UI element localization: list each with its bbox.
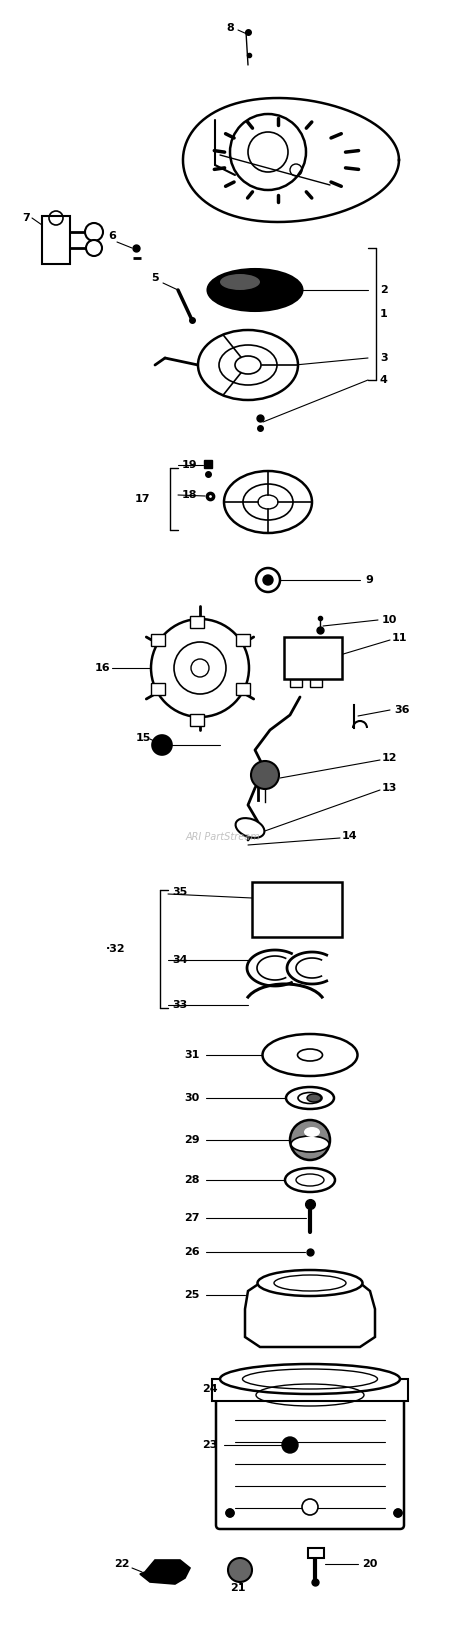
FancyBboxPatch shape <box>216 1389 404 1529</box>
Bar <box>252 882 342 938</box>
Bar <box>151 684 165 696</box>
Text: 11: 11 <box>392 634 408 644</box>
Text: 16: 16 <box>94 663 110 673</box>
Ellipse shape <box>220 275 260 289</box>
Text: 10: 10 <box>382 614 397 626</box>
Ellipse shape <box>296 1173 324 1186</box>
Ellipse shape <box>219 344 277 385</box>
Text: 36: 36 <box>394 705 410 715</box>
Bar <box>212 1380 408 1401</box>
Circle shape <box>251 760 279 790</box>
Bar <box>190 616 204 627</box>
Text: 35: 35 <box>172 887 187 897</box>
Text: 5: 5 <box>151 273 159 283</box>
Bar <box>236 634 250 647</box>
Circle shape <box>290 1120 330 1160</box>
Text: 26: 26 <box>184 1246 200 1258</box>
Circle shape <box>152 734 172 756</box>
Text: ARI PartStream: ARI PartStream <box>185 832 260 842</box>
Text: 6: 6 <box>108 231 116 240</box>
Ellipse shape <box>258 496 278 509</box>
Text: 30: 30 <box>185 1094 200 1103</box>
Text: 27: 27 <box>184 1212 200 1224</box>
Circle shape <box>282 1436 298 1453</box>
Ellipse shape <box>198 330 298 400</box>
Ellipse shape <box>298 1092 322 1103</box>
Circle shape <box>256 569 280 592</box>
Text: 29: 29 <box>184 1134 200 1146</box>
Text: 17: 17 <box>135 494 150 504</box>
Text: 22: 22 <box>115 1558 130 1570</box>
Circle shape <box>394 1510 402 1518</box>
Ellipse shape <box>304 1128 320 1138</box>
Ellipse shape <box>285 1168 335 1193</box>
Polygon shape <box>245 1284 375 1347</box>
Text: 31: 31 <box>185 1050 200 1060</box>
Circle shape <box>226 1510 234 1518</box>
Text: 9: 9 <box>365 575 373 585</box>
Circle shape <box>226 1510 234 1518</box>
Bar <box>42 216 70 263</box>
Text: ·32: ·32 <box>106 944 126 954</box>
Text: 8: 8 <box>226 23 234 32</box>
Text: 21: 21 <box>230 1583 246 1592</box>
Text: 1: 1 <box>380 309 388 318</box>
Ellipse shape <box>151 619 249 717</box>
Circle shape <box>86 240 102 257</box>
Bar <box>236 684 250 696</box>
Bar <box>308 1549 324 1558</box>
Ellipse shape <box>191 660 209 678</box>
Text: 28: 28 <box>184 1175 200 1185</box>
Text: 19: 19 <box>182 460 198 470</box>
Text: 23: 23 <box>202 1440 218 1450</box>
Ellipse shape <box>236 817 264 838</box>
Text: 14: 14 <box>342 830 357 842</box>
Circle shape <box>228 1558 252 1583</box>
Bar <box>151 634 165 647</box>
Circle shape <box>394 1510 402 1518</box>
Circle shape <box>85 223 103 240</box>
Text: 24: 24 <box>202 1384 218 1394</box>
Polygon shape <box>140 1560 190 1584</box>
Text: 34: 34 <box>172 956 188 965</box>
Ellipse shape <box>243 484 293 520</box>
Text: 18: 18 <box>182 491 198 500</box>
Text: 20: 20 <box>362 1558 377 1570</box>
Ellipse shape <box>208 270 302 310</box>
Bar <box>310 679 322 687</box>
Ellipse shape <box>263 1034 357 1076</box>
Ellipse shape <box>220 1363 400 1394</box>
Text: 3: 3 <box>380 353 388 362</box>
Polygon shape <box>183 98 399 223</box>
Text: 7: 7 <box>22 213 30 223</box>
Text: 15: 15 <box>136 733 151 743</box>
Circle shape <box>263 575 273 585</box>
Text: 33: 33 <box>172 999 187 1011</box>
Ellipse shape <box>224 471 312 533</box>
Text: 25: 25 <box>185 1290 200 1300</box>
Ellipse shape <box>307 1094 321 1102</box>
Ellipse shape <box>286 1087 334 1108</box>
Bar <box>284 637 342 679</box>
Ellipse shape <box>235 356 261 374</box>
Text: 13: 13 <box>382 783 397 793</box>
Text: 12: 12 <box>382 752 398 764</box>
Text: 4: 4 <box>380 375 388 385</box>
Ellipse shape <box>298 1050 322 1061</box>
Ellipse shape <box>291 1136 329 1152</box>
Ellipse shape <box>174 642 226 694</box>
Bar <box>290 679 302 687</box>
Circle shape <box>302 1498 318 1514</box>
Text: 2: 2 <box>380 284 388 296</box>
Ellipse shape <box>257 1271 363 1297</box>
Bar <box>190 713 204 726</box>
